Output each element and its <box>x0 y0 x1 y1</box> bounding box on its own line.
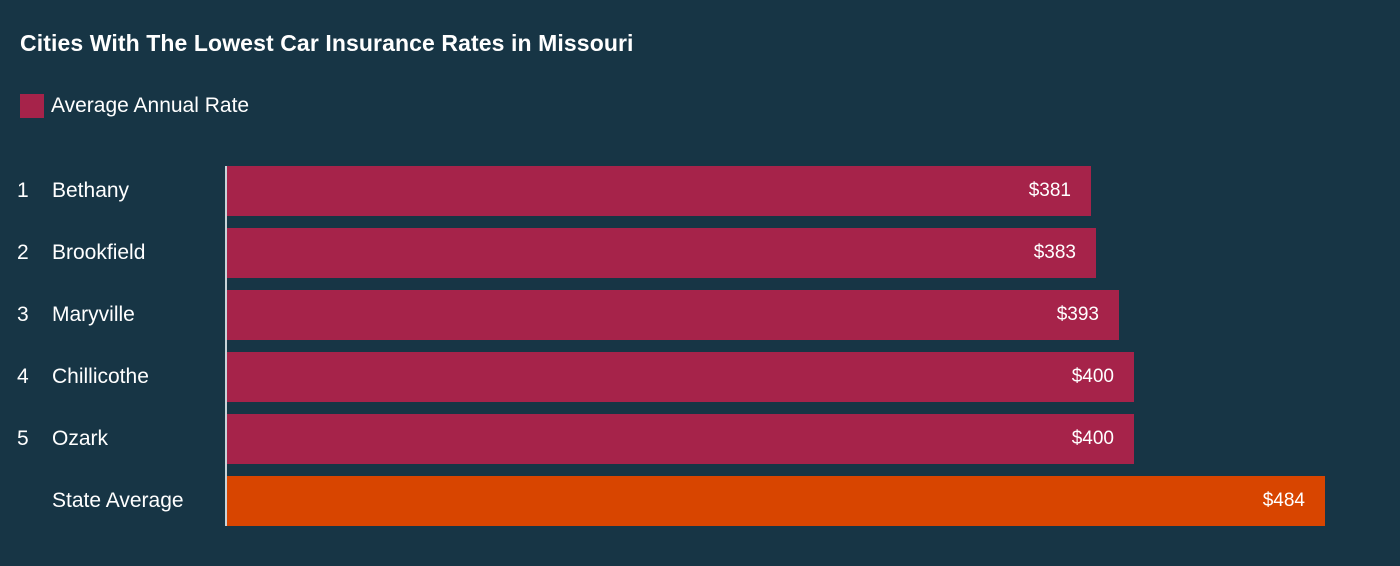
rank-label: 3 <box>17 303 29 326</box>
bar <box>227 476 1325 526</box>
rank-label: 1 <box>17 179 29 202</box>
category-label: Brookfield <box>52 241 146 264</box>
chart-title: Cities With The Lowest Car Insurance Rat… <box>20 30 634 56</box>
category-label: Ozark <box>52 427 109 450</box>
legend: Average Annual Rate <box>20 94 249 118</box>
bar <box>227 414 1134 464</box>
bar <box>227 290 1119 340</box>
category-label: State Average <box>52 489 184 512</box>
legend-label: Average Annual Rate <box>51 94 250 117</box>
bar <box>227 166 1091 216</box>
axis-line <box>225 166 227 526</box>
legend-swatch <box>20 94 44 118</box>
data-label: $484 <box>1262 490 1305 511</box>
rank-label: 5 <box>17 427 29 450</box>
data-label: $393 <box>1056 304 1099 325</box>
bar <box>227 352 1134 402</box>
rank-label: 4 <box>17 365 29 388</box>
data-label: $381 <box>1028 180 1071 201</box>
data-label: $400 <box>1071 428 1114 449</box>
rank-label: 2 <box>17 241 29 264</box>
category-label: Bethany <box>52 179 130 202</box>
category-label: Maryville <box>52 303 135 326</box>
data-label: $383 <box>1033 242 1076 263</box>
bar <box>227 228 1096 278</box>
data-label: $400 <box>1071 366 1114 387</box>
category-label: Chillicothe <box>52 365 149 388</box>
